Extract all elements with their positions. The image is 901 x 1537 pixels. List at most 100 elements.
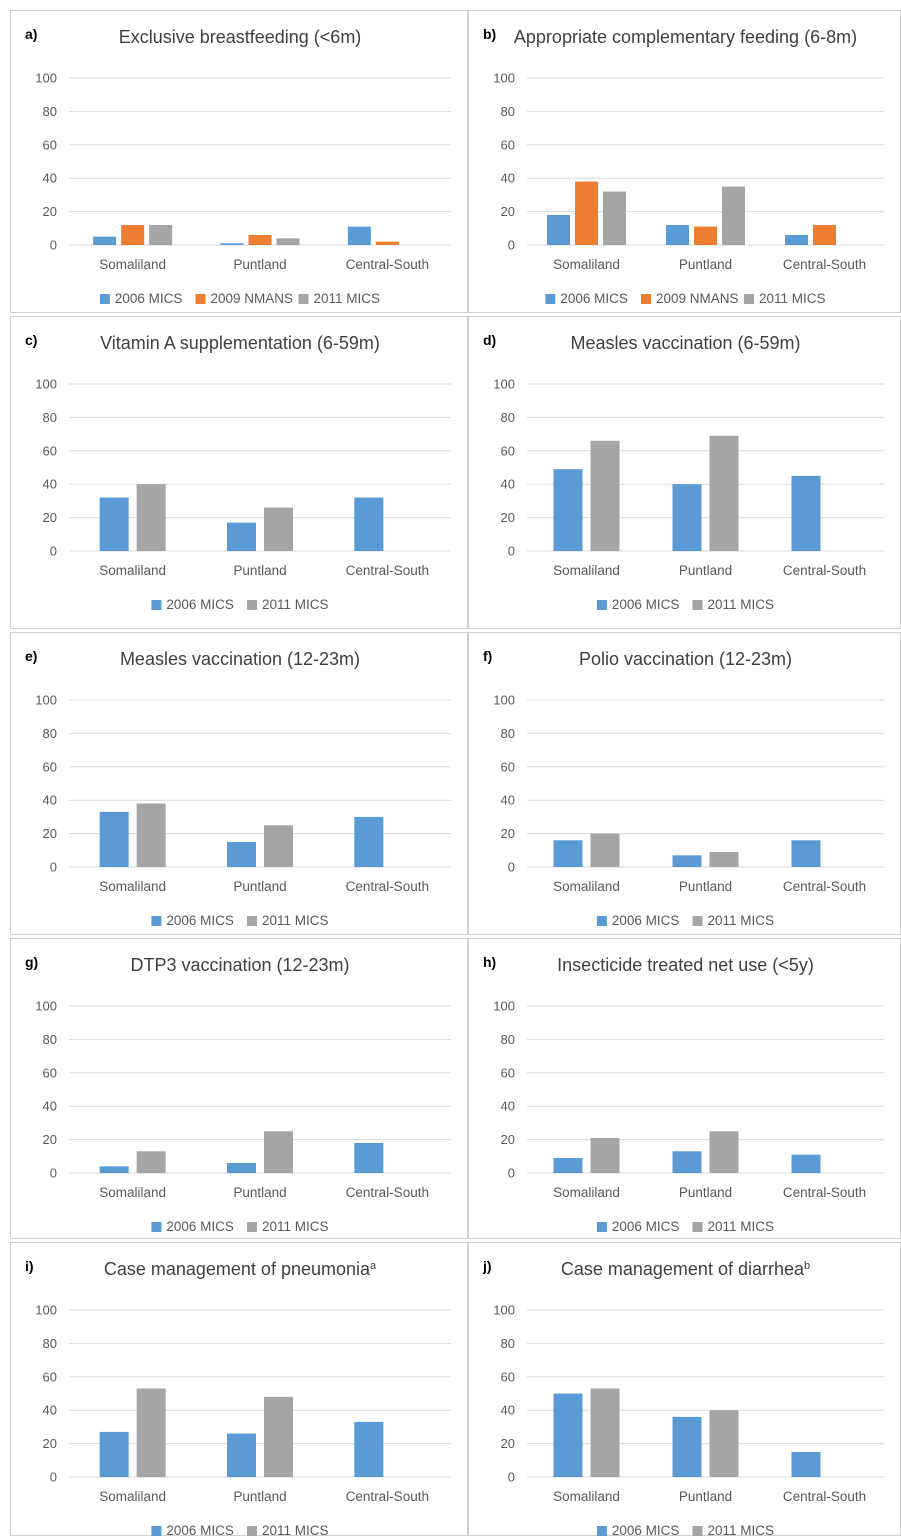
legend-swatch <box>151 600 162 610</box>
legend: 2006 MICS 2009 NMANS 2011 MICS <box>99 291 380 306</box>
y-tick-label: 40 <box>501 477 515 492</box>
y-tick-label: 100 <box>493 693 515 708</box>
panel-letter: c) <box>25 332 37 348</box>
bar-2009-nmans-puntland <box>248 234 272 245</box>
y-tick-label: 80 <box>43 1336 57 1351</box>
category-label: Somaliland <box>553 1185 620 1200</box>
y-tick-label: 100 <box>35 377 57 392</box>
y-tick-label: 20 <box>43 1132 57 1147</box>
y-tick-label: 60 <box>501 443 515 458</box>
bar-2011-mics-puntland <box>264 507 293 551</box>
bar-2009-nmans-somaliland <box>121 224 145 245</box>
bar-2009-nmans-somaliland <box>575 181 598 245</box>
legend-label: 2006 MICS <box>612 1523 680 1537</box>
legend-label: 2011 MICS <box>708 1523 775 1537</box>
legend: 2006 MICS 2011 MICS <box>151 1523 329 1537</box>
legend-label: 2011 MICS <box>262 1219 329 1234</box>
legend-label: 2011 MICS <box>708 1219 775 1234</box>
y-tick-label: 100 <box>35 71 57 86</box>
y-tick-label: 80 <box>501 1032 515 1047</box>
legend-swatch <box>99 294 110 304</box>
bar-2011-mics-somaliland <box>590 833 620 867</box>
category-label: Central-South <box>783 563 866 578</box>
y-tick-label: 80 <box>43 104 57 119</box>
chart-title: DTP3 vaccination (12-23m) <box>130 955 349 975</box>
chart-title-text: Insecticide treated net use (<5y) <box>557 955 814 975</box>
chart-title: Polio vaccination (12-23m) <box>579 649 792 669</box>
legend-label: 2011 MICS <box>262 913 329 928</box>
category-label: Central-South <box>783 879 866 894</box>
legend-swatch <box>692 1526 703 1536</box>
y-tick-label: 40 <box>43 1403 57 1418</box>
legend: 2006 MICS 2011 MICS <box>596 597 775 612</box>
legend-label: 2006 MICS <box>166 1523 234 1537</box>
y-tick-label: 100 <box>493 377 515 392</box>
category-label: Puntland <box>679 563 732 578</box>
bar-2006-mics-puntland <box>227 1162 256 1173</box>
bar-2006-mics-puntland <box>672 484 702 551</box>
bar-2006-mics-central-south <box>354 1142 384 1173</box>
bar-2006-mics-somaliland <box>99 811 129 867</box>
y-tick-label: 0 <box>50 544 57 559</box>
bar-2009-nmans-puntland <box>694 226 717 245</box>
chart-svg-g: g) DTP3 vaccination (12-23m) 0 20 40 60 80 100 S… <box>25 954 451 1234</box>
y-tick-label: 0 <box>50 1470 57 1485</box>
legend-swatch <box>744 294 754 304</box>
y-tick-label: 60 <box>501 137 515 152</box>
y-tick-label: 40 <box>501 1099 515 1114</box>
category-label: Somaliland <box>99 1185 166 1200</box>
y-tick-label: 20 <box>43 1436 57 1451</box>
legend-label: 2011 MICS <box>708 597 775 612</box>
legend-swatch <box>596 916 607 926</box>
panel-letter: b) <box>483 26 496 42</box>
y-tick-label: 40 <box>43 171 57 186</box>
bar-2011-mics-puntland <box>709 1131 739 1173</box>
legend-swatch <box>692 916 703 926</box>
chart-title: Case management of diarrheab <box>561 1259 810 1279</box>
bar-2006-mics-puntland <box>672 1151 702 1173</box>
y-tick-label: 40 <box>501 171 515 186</box>
legend-swatch <box>151 1222 162 1232</box>
legend-swatch <box>151 1526 162 1536</box>
legend-swatch <box>247 600 257 610</box>
legend-label: 2011 MICS <box>759 291 826 306</box>
category-label: Somaliland <box>99 563 166 578</box>
bar-2011-mics-somaliland <box>136 484 166 551</box>
bar-2006-mics-somaliland <box>547 214 570 245</box>
legend-swatch <box>195 294 206 304</box>
chart-svg-f: f) Polio vaccination (12-23m) 0 20 40 60 80 100… <box>483 648 884 928</box>
y-tick-label: 80 <box>43 410 57 425</box>
panel-letter: e) <box>25 648 37 664</box>
y-tick-label: 100 <box>493 1303 515 1318</box>
chart-panel-d: d) Measles vaccination (6-59m) 0 20 40 60 80 10… <box>468 316 901 629</box>
chart-panel-c: c) Vitamin A supplementation (6-59m) 0 20 40… <box>10 316 468 629</box>
legend-label: 2011 MICS <box>708 913 775 928</box>
y-tick-label: 0 <box>508 238 515 253</box>
panel-letter: a) <box>25 26 37 42</box>
bar-2006-mics-puntland <box>672 1416 702 1477</box>
bar-2011-mics-somaliland <box>590 1388 620 1477</box>
legend-swatch <box>692 1222 703 1232</box>
y-tick-label: 0 <box>50 860 57 875</box>
category-label: Central-South <box>346 879 429 894</box>
y-tick-label: 0 <box>508 860 515 875</box>
chart-title-text: Measles vaccination (6-59m) <box>570 333 800 353</box>
bar-2006-mics-central-south <box>354 1421 384 1477</box>
y-tick-label: 60 <box>43 137 57 152</box>
bar-2006-mics-puntland <box>672 855 702 867</box>
category-label: Puntland <box>233 1489 286 1504</box>
bar-2006-mics-puntland <box>227 522 256 551</box>
legend-label: 2006 MICS <box>612 913 680 928</box>
panel-letter: i) <box>25 1258 34 1274</box>
legend-label: 2006 MICS <box>560 291 628 306</box>
legend-swatch <box>151 916 162 926</box>
bar-2011-mics-puntland <box>264 825 293 867</box>
chart-svg-h: h) Insecticide treated net use (<5y) 0 20 40… <box>483 954 884 1234</box>
y-tick-label: 100 <box>35 1303 57 1318</box>
category-label: Somaliland <box>553 1489 620 1504</box>
y-tick-label: 20 <box>43 826 57 841</box>
chart-panel-i: i) Case management of pneumoniaa 0 20 40 60 80… <box>10 1242 468 1537</box>
bar-2006-mics-somaliland <box>553 469 583 551</box>
chart-panel-h: h) Insecticide treated net use (<5y) 0 20 40… <box>468 938 901 1239</box>
chart-title: Vitamin A supplementation (6-59m) <box>100 333 380 353</box>
